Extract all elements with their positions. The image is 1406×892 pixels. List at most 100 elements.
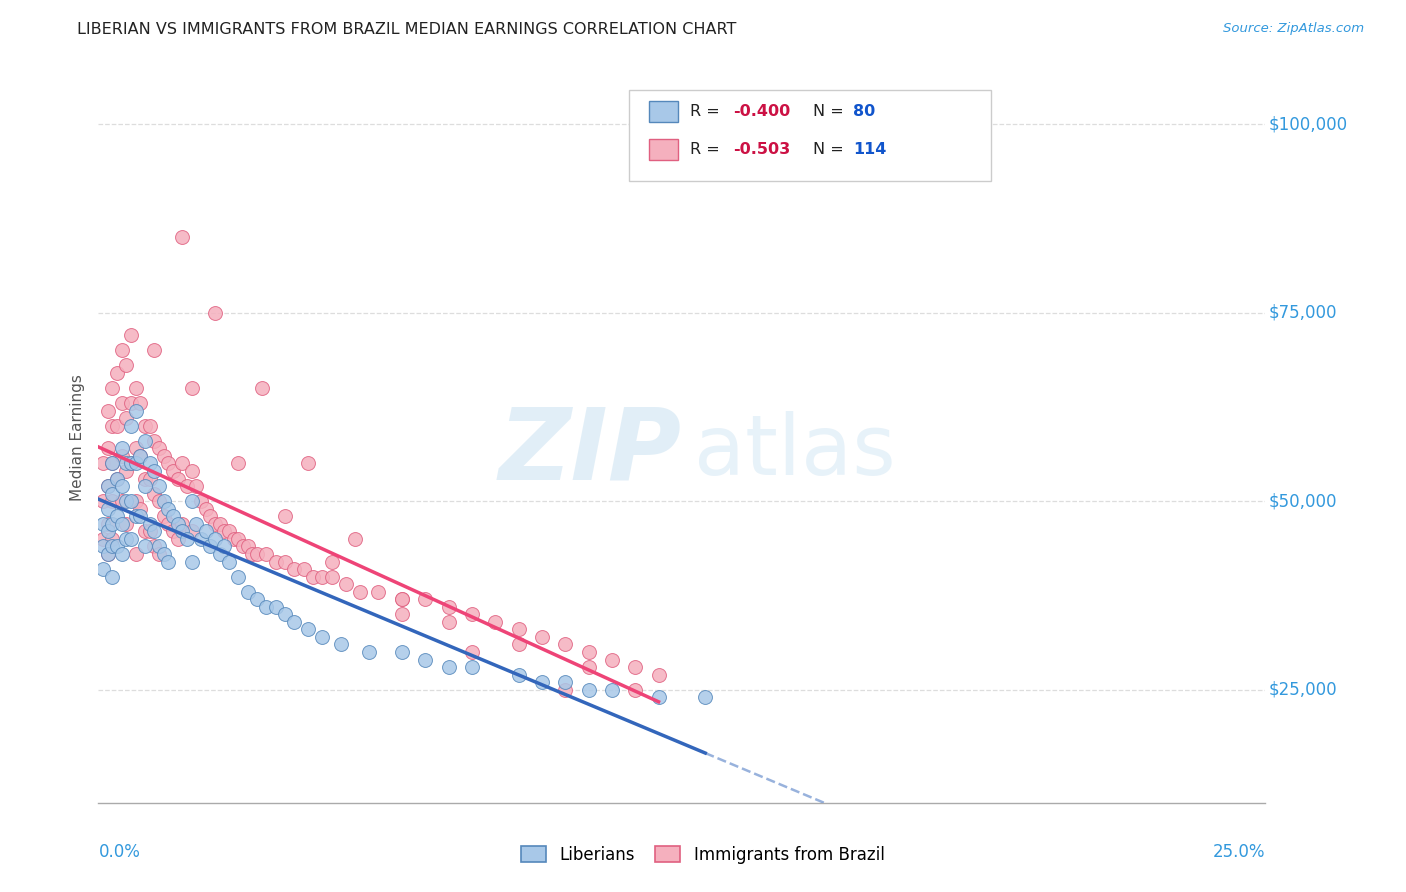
Point bbox=[152, 509, 174, 524]
Point bbox=[152, 494, 174, 508]
Point bbox=[101, 418, 124, 433]
Point bbox=[391, 592, 413, 607]
Point bbox=[115, 464, 138, 478]
Point bbox=[97, 442, 120, 456]
Point bbox=[218, 554, 240, 568]
Text: $25,000: $25,000 bbox=[1268, 681, 1337, 698]
Point bbox=[129, 449, 152, 463]
Point bbox=[148, 547, 170, 561]
Point bbox=[162, 464, 184, 478]
Point bbox=[101, 457, 124, 471]
Point bbox=[111, 343, 134, 358]
Point bbox=[101, 532, 124, 546]
Point bbox=[208, 547, 231, 561]
Point bbox=[297, 457, 319, 471]
Point bbox=[115, 359, 138, 373]
Point bbox=[157, 554, 180, 568]
Point bbox=[91, 532, 114, 546]
Point bbox=[437, 615, 460, 629]
Point bbox=[139, 418, 162, 433]
Point bbox=[105, 366, 128, 380]
Point bbox=[157, 457, 180, 471]
Point bbox=[91, 562, 114, 576]
Text: N =: N = bbox=[813, 142, 848, 157]
Point bbox=[101, 540, 124, 554]
Point bbox=[647, 667, 669, 681]
Point bbox=[115, 411, 138, 425]
Point bbox=[111, 449, 134, 463]
Point bbox=[148, 479, 170, 493]
Point bbox=[311, 569, 333, 583]
Point bbox=[172, 457, 194, 471]
Point bbox=[105, 471, 128, 485]
Point bbox=[218, 524, 240, 539]
Point bbox=[101, 516, 124, 531]
Point bbox=[190, 532, 212, 546]
Point bbox=[274, 554, 297, 568]
Point bbox=[578, 682, 600, 697]
Point bbox=[250, 381, 273, 395]
Point bbox=[256, 599, 278, 614]
Point bbox=[91, 516, 114, 531]
Point bbox=[172, 516, 194, 531]
Point bbox=[180, 494, 202, 508]
Point bbox=[228, 569, 250, 583]
Point bbox=[162, 509, 184, 524]
Point bbox=[148, 494, 170, 508]
Point bbox=[624, 682, 647, 697]
Point bbox=[321, 569, 343, 583]
Point bbox=[157, 501, 180, 516]
Point bbox=[176, 479, 198, 493]
Point bbox=[176, 532, 198, 546]
Point bbox=[508, 637, 530, 651]
Point bbox=[111, 479, 134, 493]
Point bbox=[461, 645, 484, 659]
Point bbox=[97, 403, 120, 417]
Point bbox=[484, 615, 506, 629]
Point bbox=[115, 516, 138, 531]
Point bbox=[97, 547, 120, 561]
FancyBboxPatch shape bbox=[650, 102, 679, 122]
Point bbox=[101, 494, 124, 508]
Point bbox=[120, 457, 142, 471]
Point bbox=[600, 682, 623, 697]
Point bbox=[125, 442, 148, 456]
Point bbox=[120, 532, 142, 546]
Text: -0.400: -0.400 bbox=[734, 104, 790, 120]
Text: $50,000: $50,000 bbox=[1268, 492, 1337, 510]
Point bbox=[125, 547, 148, 561]
Point bbox=[194, 524, 217, 539]
Point bbox=[129, 449, 152, 463]
Point bbox=[695, 690, 717, 705]
Point bbox=[111, 494, 134, 508]
Point bbox=[115, 532, 138, 546]
Text: R =: R = bbox=[690, 142, 725, 157]
Point bbox=[283, 562, 305, 576]
Point bbox=[101, 457, 124, 471]
Text: 0.0%: 0.0% bbox=[98, 843, 141, 861]
Point bbox=[359, 645, 381, 659]
Point bbox=[125, 457, 148, 471]
Point bbox=[157, 516, 180, 531]
Point bbox=[264, 554, 287, 568]
Point bbox=[129, 509, 152, 524]
Point bbox=[437, 599, 460, 614]
Point bbox=[214, 540, 236, 554]
Point bbox=[554, 682, 576, 697]
Point bbox=[162, 524, 184, 539]
Point bbox=[111, 516, 134, 531]
Point bbox=[120, 328, 142, 343]
Point bbox=[105, 418, 128, 433]
Point bbox=[578, 660, 600, 674]
Point bbox=[413, 592, 436, 607]
Point bbox=[143, 540, 166, 554]
Point bbox=[200, 509, 222, 524]
Point bbox=[335, 577, 357, 591]
Point bbox=[186, 479, 208, 493]
Point bbox=[91, 540, 114, 554]
Point bbox=[461, 607, 484, 622]
Point bbox=[105, 509, 128, 524]
Point bbox=[330, 637, 353, 651]
Point bbox=[180, 524, 202, 539]
Point bbox=[204, 306, 226, 320]
